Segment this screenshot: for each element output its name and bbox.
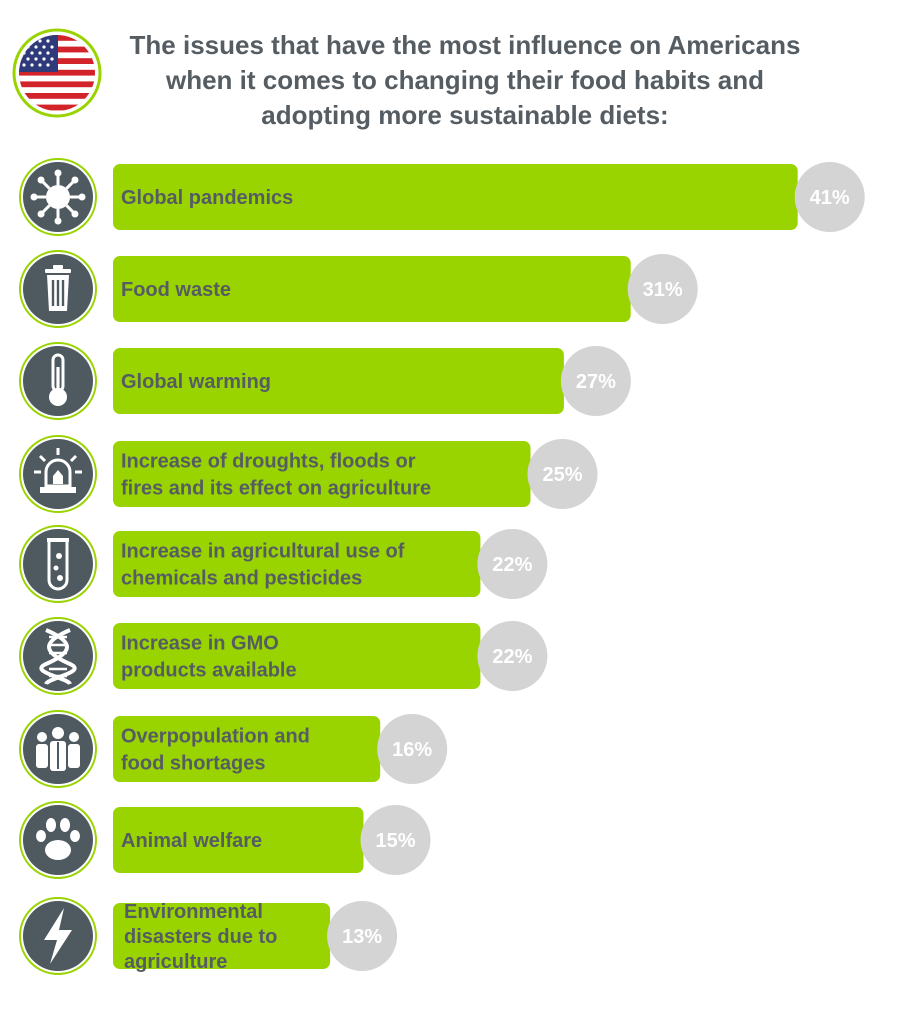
category-label: Environmental disasters due to agriculture <box>124 901 277 973</box>
bar <box>113 531 481 597</box>
value-bubble <box>377 714 448 784</box>
category-label: Global pandemics <box>121 187 293 209</box>
chart-title: The issues that have the most influence … <box>129 30 801 130</box>
bar <box>113 441 531 507</box>
bar-row: Global pandemics 41% <box>19 158 865 236</box>
bar-row: Increase in agricultural use of chemicals… <box>19 525 548 603</box>
test-tube-icon <box>19 525 97 603</box>
bar-row: Increase in GMO products available 22% <box>19 617 548 695</box>
category-label: Increase of droughts, floods or fires and… <box>121 451 431 500</box>
bar <box>113 256 631 322</box>
value-label: 22% <box>492 554 532 576</box>
bar-row: Global warming 27% <box>19 342 631 420</box>
value-bubble <box>360 805 431 875</box>
bar <box>113 164 798 230</box>
value-bubble <box>477 621 548 691</box>
trash-bin-icon <box>19 250 97 328</box>
value-label: 25% <box>542 464 582 486</box>
value-label: 15% <box>375 830 415 852</box>
bar-row: Food waste 31% <box>19 250 698 328</box>
bar <box>113 623 481 689</box>
value-label: 31% <box>643 279 683 301</box>
lightning-bolt-icon <box>19 897 97 975</box>
value-bubble <box>477 529 548 599</box>
bar <box>113 716 381 782</box>
usa-flag-icon <box>12 28 102 118</box>
value-label: 22% <box>492 646 532 668</box>
value-bubble <box>627 254 698 324</box>
value-label: 16% <box>392 739 432 761</box>
category-label: Overpopulation and food shortages <box>121 726 310 775</box>
bar <box>113 903 331 969</box>
value-bubble <box>560 346 631 416</box>
value-bubble <box>327 901 398 971</box>
people-group-icon <box>19 710 97 788</box>
alarm-siren-icon <box>19 435 97 513</box>
value-label: 41% <box>810 187 850 209</box>
value-label: 27% <box>576 371 616 393</box>
bar-row: Environmental disasters due to agriculture… <box>19 897 398 975</box>
bar <box>113 348 564 414</box>
bar-row: Increase of droughts, floods or fires and… <box>19 435 598 513</box>
dna-icon <box>19 617 97 695</box>
bar <box>113 807 364 873</box>
virus-icon <box>19 158 97 236</box>
category-label: Increase in GMO products available <box>121 633 297 682</box>
value-label: 13% <box>342 926 382 948</box>
category-label: Increase in agricultural use of chemicals… <box>121 541 405 590</box>
bar-row: Animal welfare 15% <box>19 801 431 879</box>
category-label: Animal welfare <box>121 830 262 852</box>
paw-icon <box>19 801 97 879</box>
category-label: Global warming <box>121 371 271 393</box>
bar-row: Overpopulation and food shortages 16% <box>19 710 448 788</box>
thermometer-icon <box>19 342 97 420</box>
value-bubble <box>527 439 598 509</box>
value-bubble <box>794 162 865 232</box>
category-label: Food waste <box>121 279 231 301</box>
